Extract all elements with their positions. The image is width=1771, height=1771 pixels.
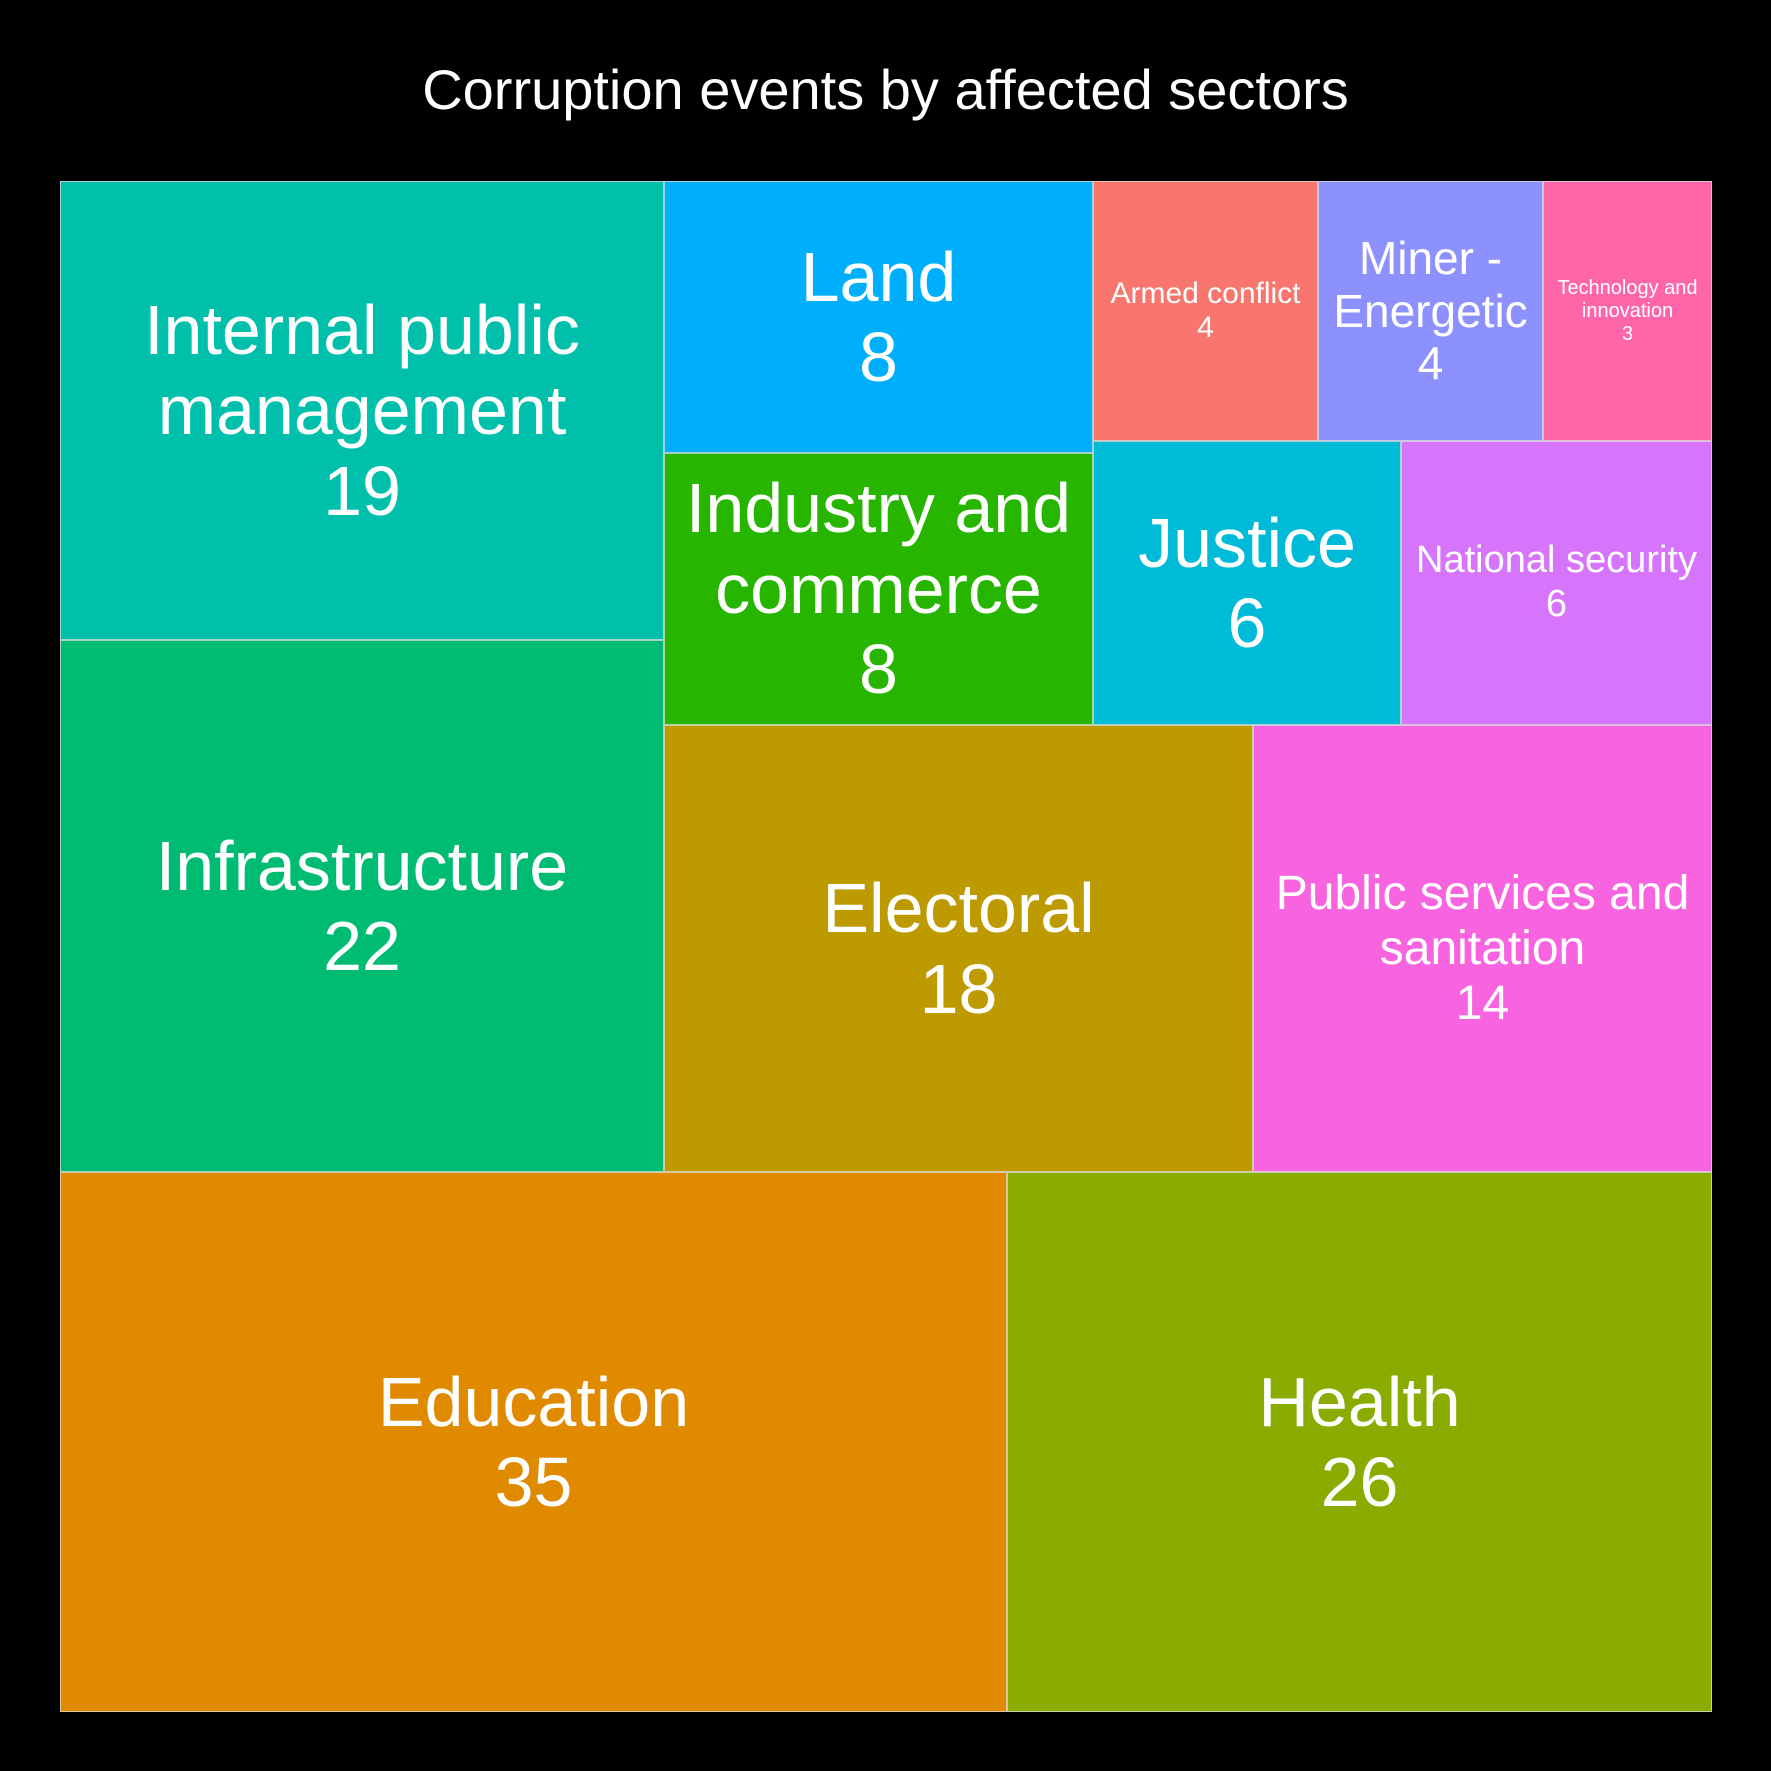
tile-label: Armed conflict <box>1110 276 1301 310</box>
treemap-tile-education: Education 35 <box>60 1172 1007 1712</box>
tile-value: 3 <box>1621 322 1634 345</box>
treemap-tile-armed-conflict: Armed conflict 4 <box>1093 181 1318 441</box>
tile-label: Public services and sanitation <box>1275 866 1690 975</box>
tile-value: 4 <box>1197 311 1214 344</box>
tile-label: Technology and innovation <box>1557 276 1698 322</box>
treemap-tile-electoral: Electoral 18 <box>664 725 1253 1172</box>
tile-value: 4 <box>1417 337 1444 390</box>
treemap: Education 35 Health 26 Infrastructure 22 Inter… <box>60 181 1712 1712</box>
tile-label: Infrastructure <box>155 826 569 905</box>
tile-label: Land <box>800 237 957 316</box>
tile-value: 35 <box>494 1443 573 1521</box>
tile-value: 18 <box>919 949 998 1028</box>
treemap-tile-national-security: National security 6 <box>1401 441 1712 725</box>
tile-value: 26 <box>1320 1443 1399 1521</box>
treemap-tile-internal-public-management: Internal public management 19 <box>60 181 664 640</box>
tile-label: Internal public management <box>144 290 580 450</box>
tile-value: 8 <box>859 318 898 396</box>
tile-label: Industry and commerce <box>685 469 1072 628</box>
treemap-tile-technology-and-innovation: Technology and innovation 3 <box>1543 181 1712 441</box>
treemap-tile-infrastructure: Infrastructure 22 <box>60 640 664 1172</box>
tile-value: 6 <box>1545 583 1568 625</box>
tile-label: Miner - Energetic <box>1333 231 1528 337</box>
tile-value: 19 <box>323 451 401 530</box>
tile-label: Education <box>377 1362 690 1441</box>
treemap-tile-health: Health 26 <box>1007 1172 1712 1712</box>
tile-label: Health <box>1258 1362 1461 1441</box>
tile-value: 22 <box>323 907 401 985</box>
treemap-tile-land: Land 8 <box>664 181 1093 453</box>
treemap-tile-public-services-and-sanitation: Public services and sanitation 14 <box>1253 725 1712 1172</box>
tile-label: National security <box>1416 539 1697 582</box>
treemap-tile-miner-energetic: Miner - Energetic 4 <box>1318 181 1543 441</box>
treemap-tile-justice: Justice 6 <box>1093 441 1401 725</box>
treemap-tile-industry-and-commerce: Industry and commerce 8 <box>664 453 1093 725</box>
tile-value: 14 <box>1455 977 1510 1031</box>
tile-value: 6 <box>1227 584 1267 662</box>
tile-value: 8 <box>859 630 898 709</box>
tile-label: Electoral <box>822 869 1095 947</box>
tile-label: Justice <box>1138 503 1356 582</box>
chart-title: Corruption events by affected sectors <box>422 58 1349 121</box>
